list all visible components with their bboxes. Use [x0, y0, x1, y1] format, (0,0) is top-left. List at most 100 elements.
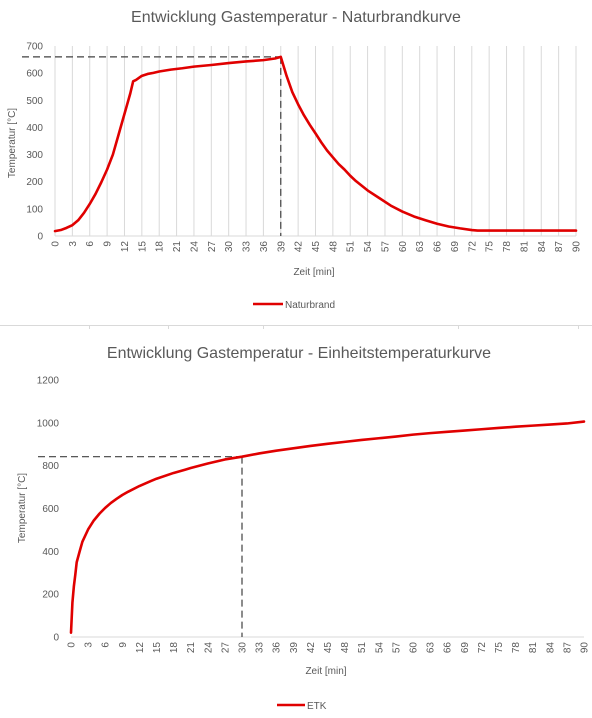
naturbrand-chart: Entwicklung Gastemperatur - Naturbrandku… — [7, 9, 583, 311]
chart1-y-tick: 600 — [26, 69, 43, 80]
chart1-title: Entwicklung Gastemperatur - Naturbrandku… — [131, 9, 461, 26]
chart1-x-tick: 33 — [242, 241, 253, 253]
chart2-x-tick: 3 — [84, 642, 95, 648]
chart1-y-tick-labels: 0 100 200 300 400 500 600 700 — [26, 42, 43, 243]
chart1-x-tick: 84 — [537, 241, 548, 253]
chart1-x-tick: 90 — [572, 241, 583, 253]
chart1-x-tick: 60 — [398, 241, 409, 253]
chart1-x-tick: 87 — [554, 241, 565, 253]
chart2-y-axis-label: Temperatur [°C] — [17, 473, 28, 543]
chart2-x-tick: 6 — [101, 642, 112, 648]
chart2-x-tick: 36 — [272, 642, 283, 654]
chart2-guide-lines — [38, 456, 243, 637]
chart1-series-line-0 — [53, 55, 578, 233]
chart1-x-tick: 54 — [363, 241, 374, 253]
chart1-x-tick: 30 — [224, 241, 235, 253]
chart2-x-tick: 90 — [580, 642, 591, 654]
chart1-y-tick: 300 — [26, 150, 43, 161]
chart2-series — [69, 420, 586, 635]
chart1-y-tick: 100 — [26, 204, 43, 215]
chart1-x-axis-label: Zeit [min] — [293, 267, 334, 278]
chart2-x-tick: 84 — [545, 642, 556, 654]
chart2-y-tick: 1200 — [37, 376, 60, 387]
chart1-x-tick: 81 — [519, 241, 530, 253]
chart1-x-tick: 18 — [155, 241, 166, 253]
chart2-x-tick: 60 — [409, 642, 420, 654]
chart1-x-tick: 63 — [415, 241, 426, 253]
chart1-x-tick: 42 — [294, 241, 305, 253]
chart2-x-tick: 81 — [528, 642, 539, 654]
chart2-x-tick-labels: 0 3 6 9 12 15 18 21 24 27 30 33 36 39 42 45 48 51 54 57 60 63… — [67, 642, 591, 654]
chart1-legend-label: Naturbrand — [285, 300, 335, 311]
chart2-x-tick: 57 — [391, 642, 402, 654]
chart2-x-tick: 51 — [357, 642, 368, 654]
chart1-legend: Naturbrand — [253, 300, 335, 311]
chart2-x-tick: 27 — [220, 642, 231, 654]
chart1-gridlines — [54, 46, 577, 236]
chart1-y-axis-label: Temperatur [°C] — [7, 108, 18, 178]
chart1-x-tick: 45 — [311, 241, 322, 253]
chart2-x-tick: 39 — [289, 642, 300, 654]
chart1-x-tick: 39 — [276, 241, 287, 253]
chart2-y-tick: 0 — [53, 633, 59, 644]
chart1-x-tick: 15 — [137, 241, 148, 253]
chart1-x-tick: 0 — [51, 241, 62, 247]
chart1-y-tick: 700 — [26, 42, 43, 53]
chart1-x-tick-labels: 0 3 6 9 12 15 18 21 24 27 30 33 36 39 42 45 48 51 54 57 60 63… — [51, 241, 583, 253]
chart2-x-tick: 42 — [306, 642, 317, 654]
chart1-y-tick: 400 — [26, 123, 43, 134]
chart2-series-line-0 — [69, 420, 586, 635]
divider-tick — [168, 325, 169, 329]
chart1-x-tick: 27 — [207, 241, 218, 253]
chart2-x-tick: 0 — [67, 642, 78, 648]
chart2-y-tick: 1000 — [37, 418, 60, 429]
chart2-y-tick: 400 — [42, 547, 59, 558]
divider-tick — [578, 325, 579, 329]
chart2-x-tick: 21 — [186, 642, 197, 654]
chart2-x-tick: 78 — [511, 642, 522, 654]
chart2-x-tick: 69 — [460, 642, 471, 654]
chart2-y-tick: 600 — [42, 504, 59, 515]
chart1-x-tick: 51 — [346, 241, 357, 253]
chart2-x-tick: 9 — [118, 642, 129, 648]
chart2-x-tick: 87 — [562, 642, 573, 654]
chart1-x-tick: 75 — [485, 241, 496, 253]
chart1-y-tick: 0 — [37, 232, 43, 243]
divider-tick — [263, 325, 264, 329]
chart1-x-tick: 69 — [450, 241, 461, 253]
chart2-x-tick: 33 — [255, 642, 266, 654]
chart1-x-tick: 78 — [502, 241, 513, 253]
chart1-series — [53, 55, 578, 233]
chart1-y-tick: 500 — [26, 96, 43, 107]
chart2-y-tick: 800 — [42, 461, 59, 472]
chart2-x-tick: 72 — [477, 642, 488, 654]
chart1-x-tick: 9 — [103, 241, 114, 247]
chart2-legend: ETK — [277, 701, 327, 712]
chart2-y-tick-labels: 0 200 400 600 800 1000 1200 — [37, 376, 60, 644]
chart1-x-tick: 24 — [189, 241, 200, 253]
chart1-x-tick: 6 — [85, 241, 96, 247]
chart1-x-tick: 48 — [328, 241, 339, 253]
chart2-x-tick: 15 — [152, 642, 163, 654]
chart1-x-tick: 72 — [467, 241, 478, 253]
chart1-x-tick: 12 — [120, 241, 131, 253]
chart2-x-tick: 63 — [426, 642, 437, 654]
chart2-x-tick: 30 — [238, 642, 249, 654]
chart1-y-tick: 200 — [26, 177, 43, 188]
chart2-x-tick: 48 — [340, 642, 351, 654]
chart2-x-tick: 54 — [374, 642, 385, 654]
chart2-title: Entwicklung Gastemperatur - Einheitstemp… — [107, 345, 491, 362]
chart2-x-tick: 18 — [169, 642, 180, 654]
chart2-x-tick: 66 — [443, 642, 454, 654]
chart2-x-tick: 24 — [203, 642, 214, 654]
chart1-guide-lines — [22, 56, 282, 236]
chart1-x-tick: 36 — [259, 241, 270, 253]
chart1-x-tick: 21 — [172, 241, 183, 253]
chart1-x-tick: 3 — [68, 241, 79, 247]
chart2-y-tick: 200 — [42, 590, 59, 601]
chart2-x-tick: 45 — [323, 642, 334, 654]
chart-divider — [0, 325, 592, 326]
chart1-x-tick: 66 — [433, 241, 444, 253]
divider-tick — [458, 325, 459, 329]
chart1-x-tick: 57 — [380, 241, 391, 253]
